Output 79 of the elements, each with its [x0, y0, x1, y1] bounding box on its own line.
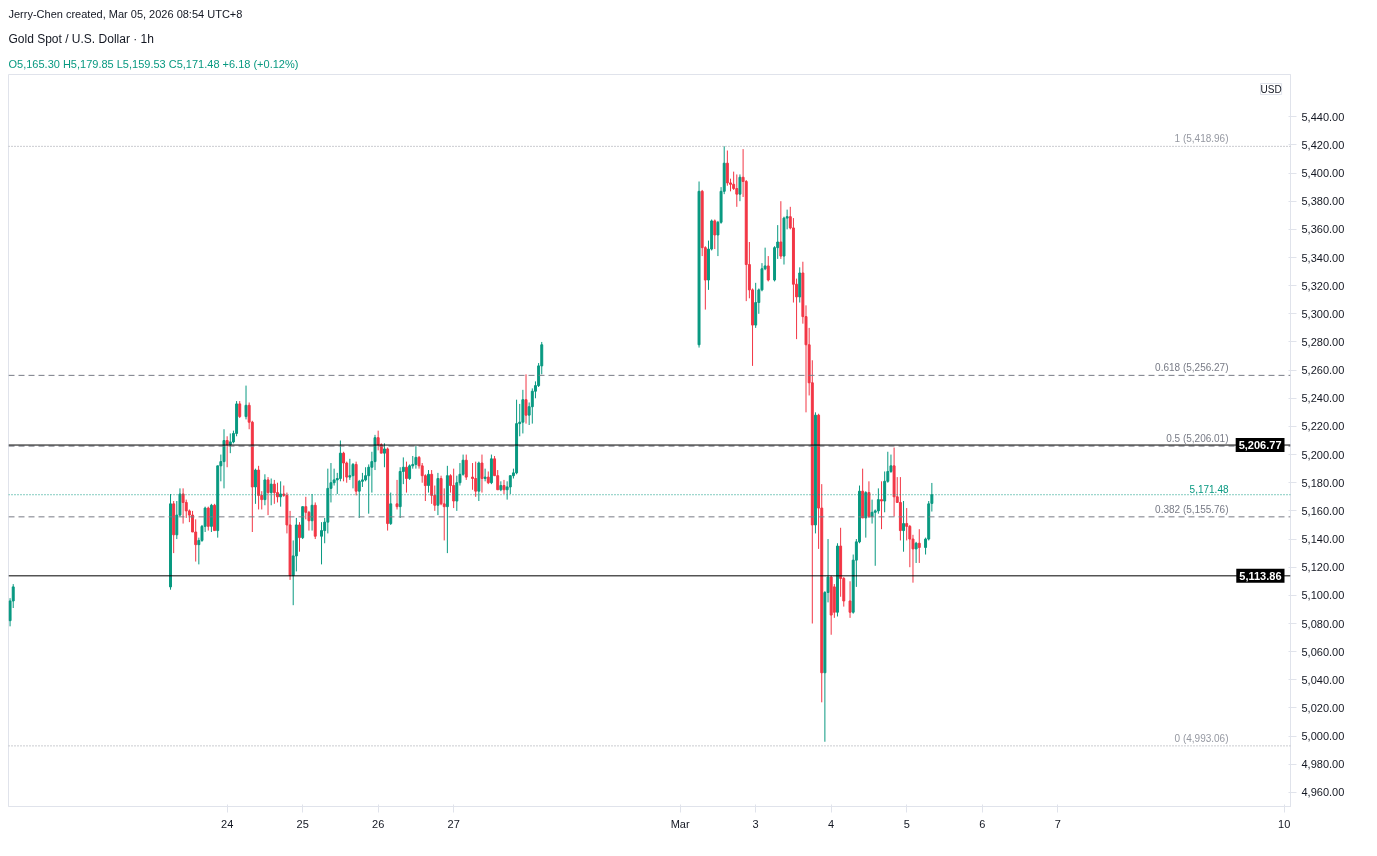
- ref-line-label: 0.5 (5,206.01): [1166, 433, 1229, 445]
- y-tick-label: 5,080.00: [1301, 617, 1345, 630]
- y-tick-label: 5,400.00: [1301, 167, 1345, 180]
- candlestick: [474, 461, 478, 498]
- y-tick-label: 5,340.00: [1301, 251, 1345, 264]
- chart-subtitle: O5,165.30 H5,179.85 L5,159.53 C5,171.48 +6.18 (+0.12%): [8, 57, 299, 70]
- y-tick-label: 5,200.00: [1301, 448, 1345, 461]
- y-tick-label: 5,260.00: [1301, 364, 1345, 377]
- x-tick-label: 10: [1278, 817, 1291, 830]
- candlestick: [320, 521, 323, 565]
- x-tick-label: 5: [903, 817, 910, 830]
- y-axis-title: USD: [1260, 83, 1282, 95]
- y-tick-label: 5,040.00: [1301, 673, 1345, 686]
- candlestick: [798, 266, 802, 304]
- x-tick-label: 25: [296, 817, 309, 830]
- y-tick-label: 5,020.00: [1301, 701, 1345, 714]
- candlestick: [298, 521, 301, 553]
- y-tick-label: 5,280.00: [1301, 335, 1345, 348]
- x-tick-label: 26: [372, 817, 385, 830]
- y-tick-label: 5,360.00: [1301, 223, 1345, 236]
- y-tick-label: 5,320.00: [1301, 279, 1345, 292]
- candlestick: [376, 430, 380, 451]
- candlestick: [725, 150, 729, 187]
- x-tick-label: 6: [979, 817, 986, 830]
- x-tick-label: 4: [828, 817, 835, 830]
- candlestick: [735, 173, 739, 208]
- y-tick-label: 5,100.00: [1301, 589, 1345, 602]
- y-tick-label: 5,000.00: [1301, 730, 1345, 743]
- y-tick-label: 5,380.00: [1301, 195, 1345, 208]
- text: Jerry-Chen created, Mar 05, 2026 08:54 UTC+8: [8, 7, 243, 20]
- ref-line-label: 0.382 (5,155.76): [1155, 503, 1229, 515]
- candlestick: [405, 461, 408, 494]
- candlestick: [395, 479, 399, 510]
- y-tick-label: 5,420.00: [1301, 138, 1345, 151]
- candlestick: [917, 528, 921, 564]
- candlestick: [276, 482, 279, 503]
- candlestick: [848, 580, 852, 619]
- x-tick-label: 24: [221, 817, 234, 830]
- ref-line-label: 5,171.48: [1189, 483, 1229, 495]
- x-tick-label: Mar: [670, 817, 690, 830]
- ref-line-label: 0.618 (5,256.27): [1155, 362, 1229, 374]
- candlestick: [880, 480, 883, 530]
- candlestick: [427, 469, 430, 494]
- candlestick: [480, 454, 484, 494]
- candlestick: [244, 385, 248, 420]
- candlestick: [867, 480, 871, 519]
- x-tick-label: 3: [752, 817, 759, 830]
- y-tick-label: 5,160.00: [1301, 504, 1345, 517]
- y-tick-label: 5,060.00: [1301, 645, 1345, 658]
- candlestick: [902, 500, 906, 553]
- y-tick-label: 4,980.00: [1301, 758, 1345, 771]
- y-tick-label: 4,960.00: [1301, 786, 1345, 799]
- candlestick: [521, 389, 525, 434]
- candlestick: [499, 480, 503, 492]
- y-tick-label: 5,180.00: [1301, 476, 1345, 489]
- ref-line-label: 5,206.77: [1238, 439, 1282, 452]
- candlestick: [222, 428, 226, 489]
- x-tick-label: 27: [447, 817, 460, 830]
- y-tick-label: 5,140.00: [1301, 533, 1345, 546]
- ref-line-label: 5,113.86: [1239, 569, 1282, 582]
- y-tick-label: 5,220.00: [1301, 420, 1345, 433]
- candlestick: [351, 462, 355, 489]
- y-tick-label: 5,120.00: [1301, 561, 1345, 574]
- candlestick: [738, 173, 742, 202]
- ref-line-label: 1 (5,418.96): [1174, 133, 1229, 145]
- candlestick: [766, 255, 770, 282]
- x-tick-label: 7: [1054, 817, 1061, 830]
- y-tick-label: 5,300.00: [1301, 307, 1345, 320]
- candlestick: [483, 468, 487, 482]
- chart-title: Gold Spot / U.S. Dollar · 1h: [8, 31, 154, 46]
- y-tick-label: 5,440.00: [1301, 110, 1345, 123]
- candlestick: [452, 468, 456, 509]
- candlestick: [754, 282, 758, 329]
- y-tick-label: 5,240.00: [1301, 392, 1345, 405]
- candlestick: [914, 541, 918, 564]
- candlestick: [194, 518, 198, 563]
- ref-line-label: 0 (4,993.06): [1174, 732, 1229, 744]
- candlestick: [464, 454, 468, 481]
- candlestick: [779, 200, 783, 260]
